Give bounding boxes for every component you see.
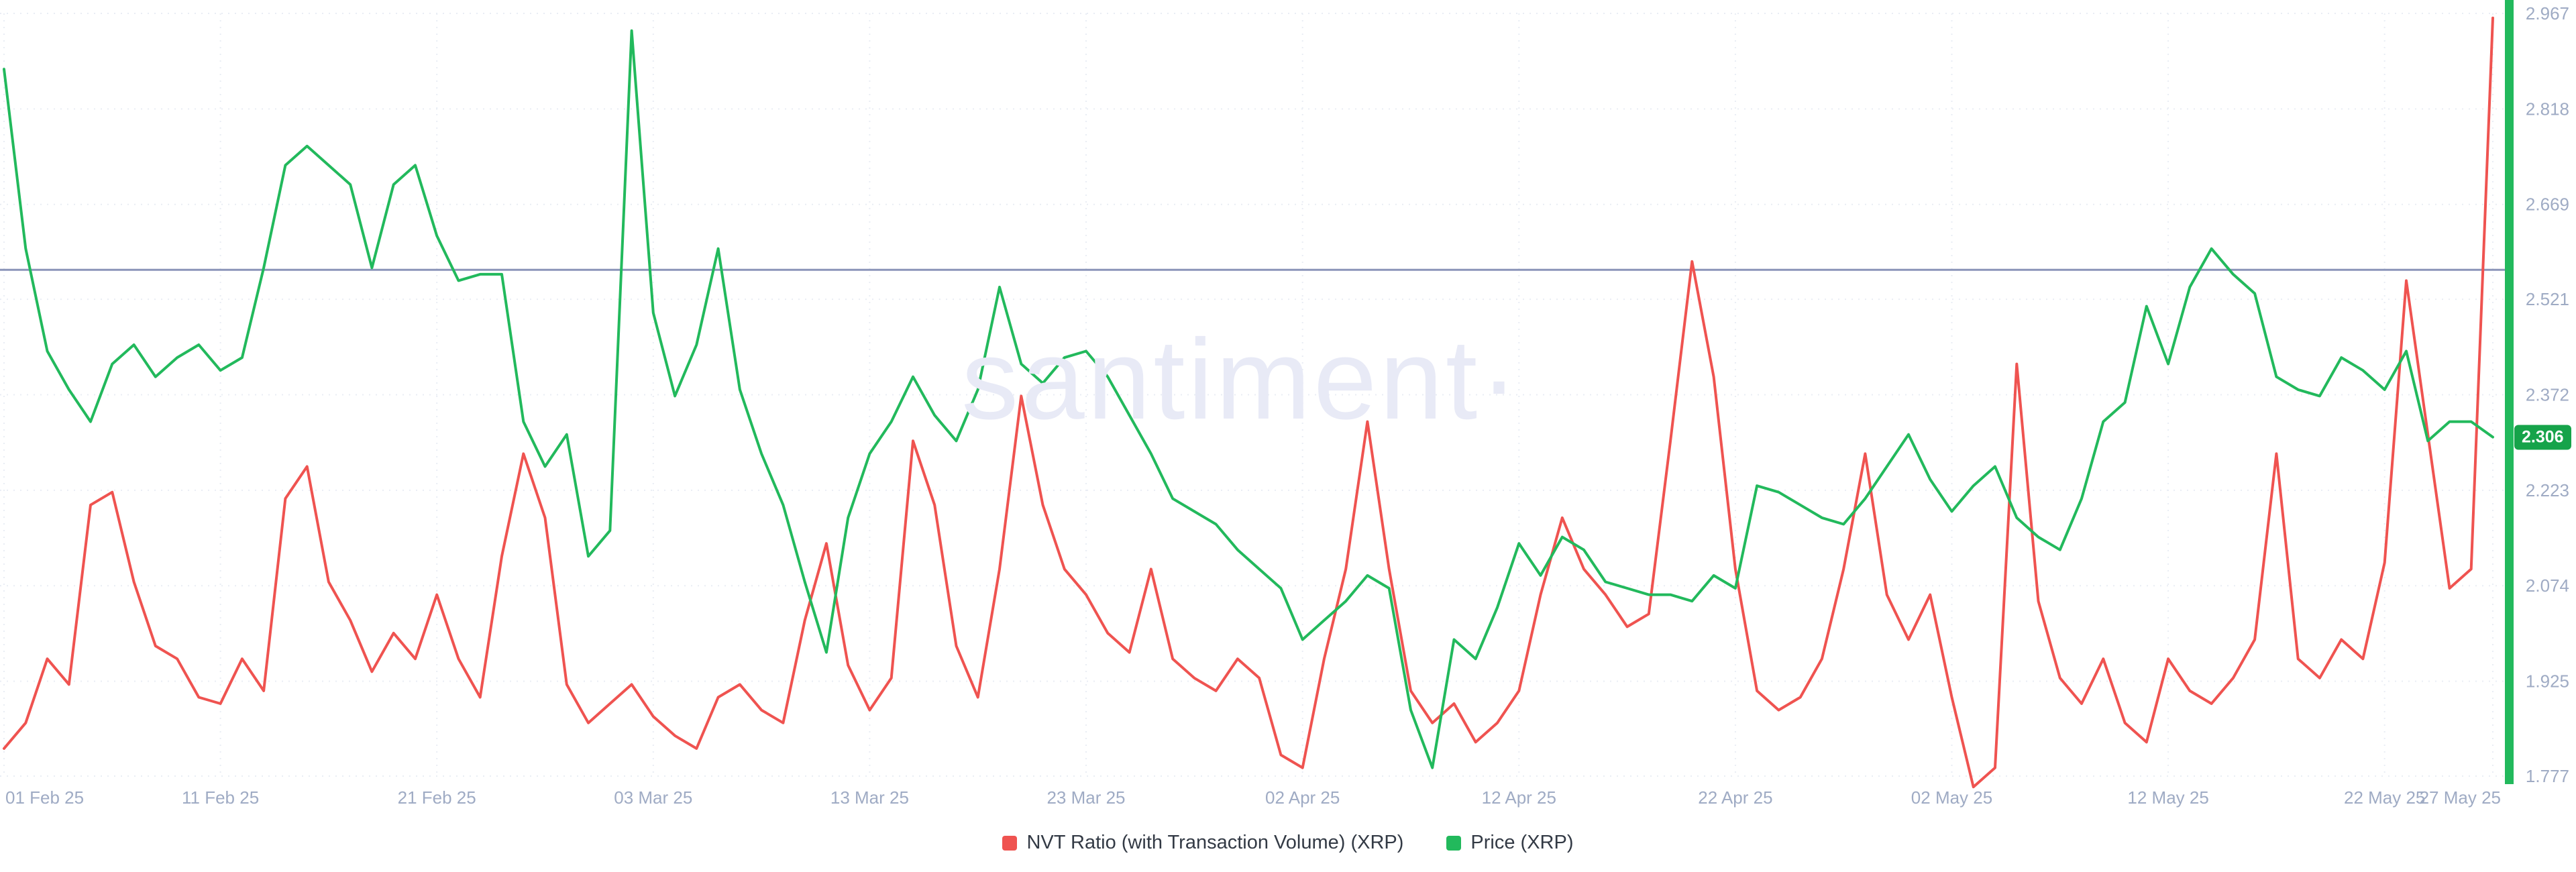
x-tick-label: 22 May 25 [2344, 787, 2425, 808]
x-tick-label: 22 Apr 25 [1698, 787, 1772, 808]
x-tick-label: 21 Feb 25 [398, 787, 476, 808]
y-tick-label: 2.967 [2526, 3, 2569, 23]
x-tick-label: 02 May 25 [1911, 787, 1992, 808]
price-badge: 2.306 [2514, 425, 2571, 450]
x-tick-label: 03 Mar 25 [614, 787, 692, 808]
x-tick-label: 11 Feb 25 [182, 787, 259, 808]
price-line[interactable] [3, 29, 2494, 769]
y-tick-label: 1.925 [2526, 671, 2569, 692]
y-tick-label: 2.818 [2526, 99, 2569, 119]
price-series-swatch [1446, 835, 1462, 851]
y-tick-label: 1.777 [2526, 766, 2569, 786]
y-tick-label: 2.372 [2526, 385, 2569, 405]
x-tick-label: 01 Feb 25 [5, 787, 84, 808]
y-tick-label: 2.521 [2526, 289, 2569, 309]
nvt-series-swatch [1002, 835, 1018, 851]
y-tick-label: 2.074 [2526, 576, 2569, 596]
x-tick-label: 12 May 25 [2127, 787, 2208, 808]
x-tick-label: 23 Mar 25 [1046, 787, 1125, 808]
x-tick-label: 02 Apr 25 [1265, 787, 1340, 808]
y-tick-label: 2.223 [2526, 480, 2569, 500]
x-tick-label: 12 Apr 25 [1482, 787, 1556, 808]
y-tick-label: 2.669 [2526, 195, 2569, 215]
legend-label-nvt: NVT Ratio (with Transaction Volume) (XRP… [1026, 832, 1404, 853]
legend: NVT Ratio (with Transaction Volume) (XRP… [0, 832, 2576, 854]
x-tick-label: 27 May 25 [2420, 787, 2501, 808]
legend-label-price: Price (XRP) [1470, 832, 1574, 853]
x-tick-label: 13 Mar 25 [830, 787, 909, 808]
legend-item-price[interactable]: Price (XRP) [1446, 832, 1574, 854]
legend-item-nvt[interactable]: NVT Ratio (with Transaction Volume) (XRP… [1002, 832, 1403, 854]
price-axis-strip [2505, 0, 2514, 784]
nvt-ratio-line[interactable] [3, 16, 2494, 789]
